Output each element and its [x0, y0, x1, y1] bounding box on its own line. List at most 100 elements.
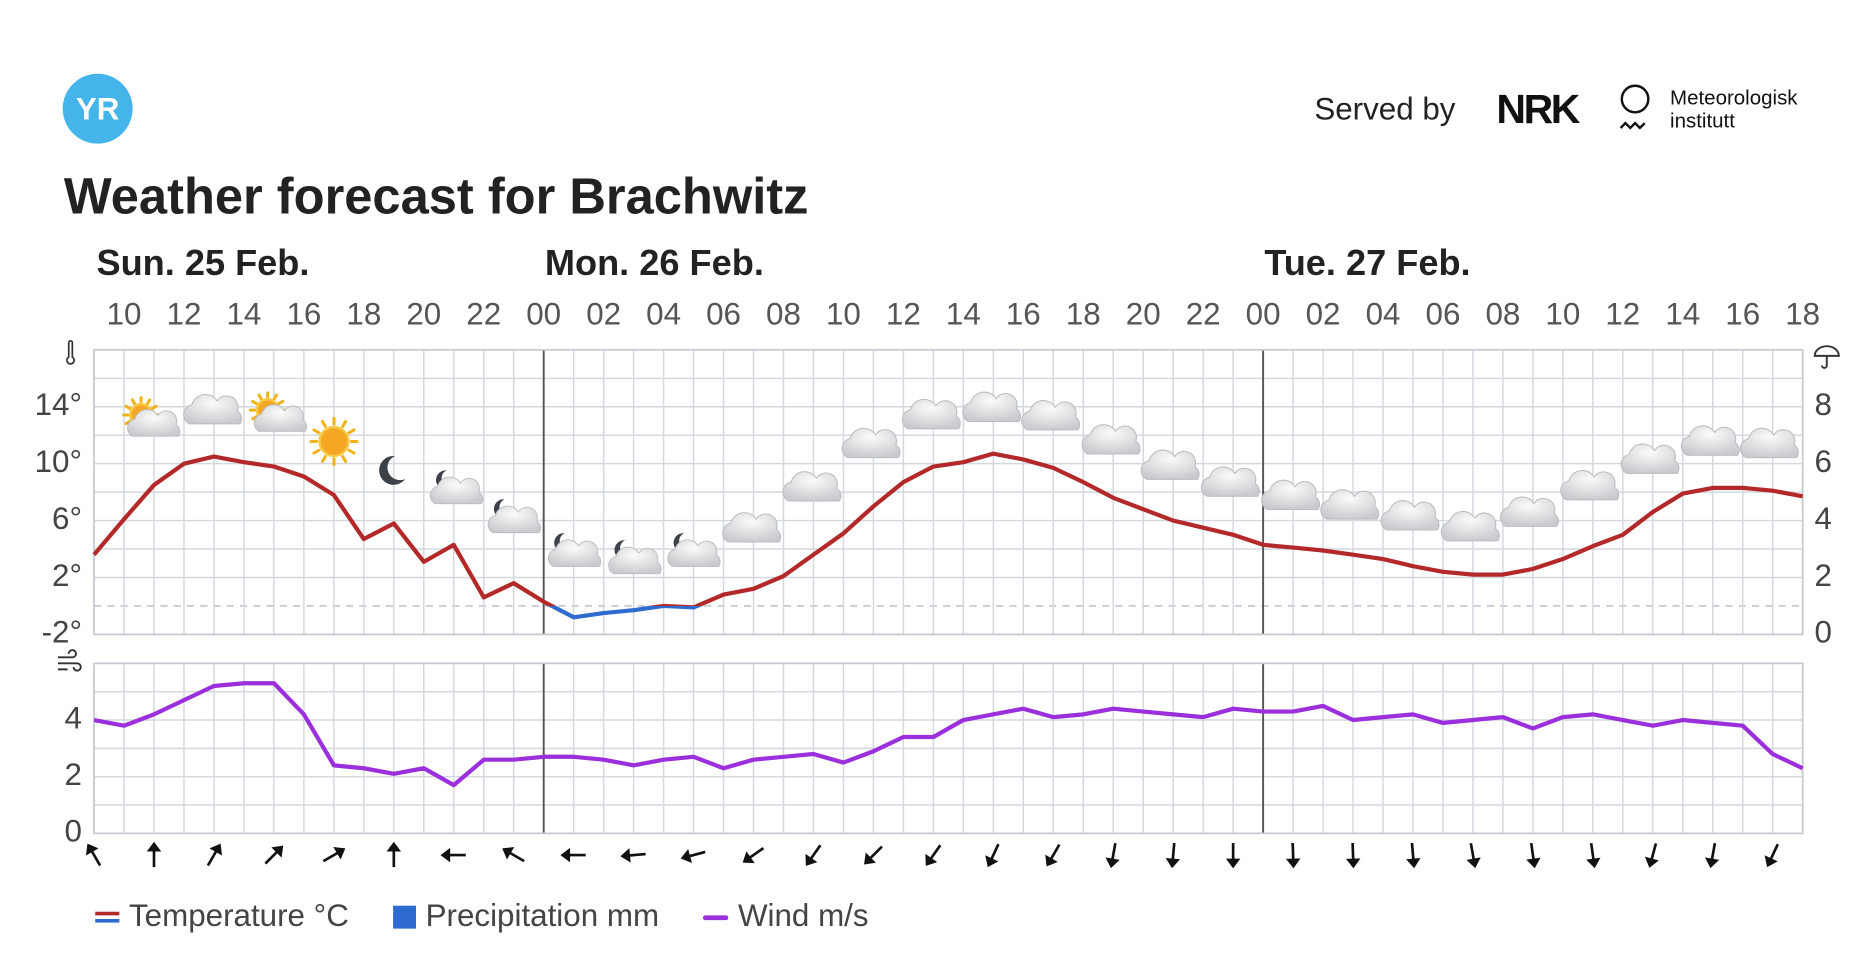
wind-arrow-head — [1105, 857, 1120, 869]
x-tick-label: 18 — [346, 296, 381, 331]
x-tick-label: 00 — [1246, 296, 1281, 331]
yr-logo[interactable] — [62, 73, 133, 144]
legend-label: Wind m/s — [738, 898, 869, 933]
x-tick-label: 12 — [886, 296, 921, 331]
wind-arrow-head — [85, 843, 99, 856]
cloud-icon — [962, 391, 1022, 422]
cloud-icon — [901, 398, 961, 430]
wind-arrow — [264, 845, 284, 865]
cloud-icon — [608, 546, 662, 575]
wind-arrow — [680, 849, 706, 863]
cloud-shape — [962, 391, 1022, 422]
cloud-shape — [608, 546, 662, 575]
cloud-icon — [1739, 427, 1799, 459]
title: Weather forecast for Brachwitz — [64, 168, 809, 225]
wind-arrow-head — [1526, 857, 1541, 869]
x-tick-label: 14 — [1665, 296, 1700, 331]
y-tick-label: 2° — [52, 558, 82, 593]
x-tick-label: 10 — [1545, 296, 1580, 331]
x-tick-label: 20 — [406, 296, 441, 331]
cloud-shape — [1380, 500, 1440, 531]
wind-arrow — [1586, 842, 1601, 869]
wind-arrow-head — [560, 847, 571, 863]
cloud-shape — [782, 471, 842, 502]
cloud-shape — [1140, 449, 1200, 480]
wind-arrow — [1644, 843, 1659, 868]
y-tick-label: 14° — [35, 387, 82, 422]
met-name: institutt — [1670, 109, 1735, 132]
cloud-icon — [1680, 425, 1740, 456]
temperature-line-below-zero — [547, 605, 703, 620]
wind-arrow — [1345, 842, 1361, 869]
y-tick-label: -2° — [42, 615, 82, 650]
wind-arrow-head — [864, 852, 876, 865]
cloud-shape — [1560, 469, 1620, 501]
sun-ray — [320, 455, 327, 464]
met-logo[interactable] — [1620, 84, 1650, 114]
y2-tick-label: 8 — [1814, 387, 1831, 422]
legend-swatch — [393, 905, 417, 929]
sun-disc — [318, 425, 350, 458]
x-tick-label: 16 — [1725, 296, 1760, 331]
cloud-icon — [1560, 469, 1620, 501]
wind-arrow-head — [209, 843, 223, 856]
cloud-shape — [841, 427, 901, 459]
cloud-shape — [901, 398, 961, 430]
wind-arrow — [742, 847, 765, 864]
cloud-icon — [1440, 510, 1500, 542]
umbrella-icon — [1813, 345, 1840, 369]
cloud-shape — [1500, 496, 1559, 527]
wind-arrow — [1406, 842, 1421, 869]
wind-arrow — [805, 844, 822, 866]
wind-arrow — [620, 848, 646, 863]
wind-arrow-head — [985, 855, 999, 868]
wind-arrow-head — [1285, 858, 1301, 869]
cloud-icon — [667, 539, 721, 567]
cloud-shape — [1680, 425, 1740, 456]
wind-arrow-head — [1045, 854, 1058, 867]
x-tick-label: 14 — [946, 296, 981, 331]
cloud-icon — [1021, 400, 1081, 431]
wind-arrow — [1225, 843, 1241, 869]
sun-ray — [320, 419, 327, 428]
wind-arrow-head — [742, 851, 755, 864]
sun-ray — [150, 404, 158, 410]
y-tick-label: 4 — [65, 700, 82, 735]
sun-ray — [257, 393, 263, 401]
sun-ray — [124, 404, 132, 410]
x-tick-label: 22 — [466, 296, 501, 331]
y-tick-label: 2 — [65, 757, 82, 792]
nrk-logo[interactable]: NRK — [1496, 86, 1583, 132]
cloud-shape — [1261, 479, 1321, 510]
wind-arrow-head — [271, 845, 284, 858]
cloud-icon — [1320, 489, 1380, 520]
yr-logo-text: YR — [76, 91, 120, 126]
cloud-icon — [1620, 443, 1680, 474]
day-label: Mon. 26 Feb. — [545, 242, 764, 283]
cloud-shape — [1200, 466, 1260, 497]
x-tick-label: 00 — [526, 296, 561, 331]
legend-swatch — [95, 918, 120, 923]
x-tick-label: 18 — [1066, 296, 1101, 331]
x-tick-label: 16 — [286, 296, 321, 331]
cloud-icon — [1261, 479, 1321, 510]
wind-arrow — [1285, 842, 1301, 869]
cloud-shape — [253, 404, 307, 432]
sun-ray — [347, 428, 356, 435]
cloud-shape — [1620, 443, 1680, 474]
x-tick-label: 06 — [1426, 296, 1461, 331]
wind-arrow-head — [386, 841, 402, 852]
cloud-shape — [127, 409, 181, 437]
sun-icon — [309, 416, 359, 467]
sun-ray — [341, 419, 348, 428]
wind-arrow — [1466, 842, 1481, 869]
cloud-shape — [1739, 427, 1799, 459]
cloud-icon — [253, 404, 307, 432]
cloud-shape — [487, 505, 541, 534]
cloud-shape — [1440, 510, 1500, 542]
cloud-shape — [1021, 400, 1081, 431]
sun-ray — [347, 448, 356, 455]
wind-icon — [57, 649, 82, 672]
met-name: Meteorologisk — [1670, 86, 1798, 109]
